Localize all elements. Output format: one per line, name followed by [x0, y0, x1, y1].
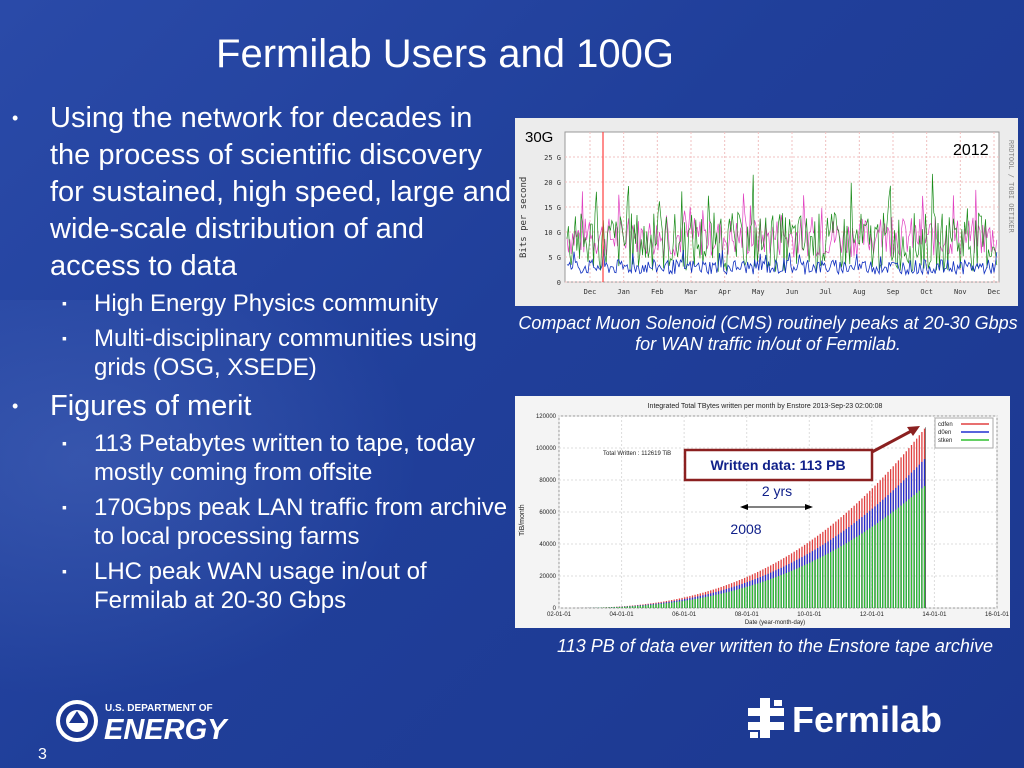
doe-line2: ENERGY — [104, 714, 229, 745]
y-tick-label: 80000 — [539, 478, 556, 484]
year-label: 2008 — [730, 521, 761, 537]
bullet-dot-icon: • — [12, 396, 19, 416]
cms-chart-caption: Compact Muon Solenoid (CMS) routinely pe… — [518, 313, 1018, 354]
arrow-right-icon — [805, 504, 813, 510]
y-tick-label: 60000 — [539, 510, 556, 516]
traffic-trace — [566, 249, 998, 276]
square-bullet-icon: ▪ — [62, 435, 67, 451]
sub-bullet-item: ▪ Multi-disciplinary communities using gr… — [12, 324, 512, 382]
bullet-item: • Figures of merit — [12, 388, 512, 425]
legend: cdfen d0en stken — [934, 417, 994, 449]
x-tick-label: Feb — [651, 288, 664, 296]
fermilab-wordmark: Fermilab — [792, 699, 942, 740]
x-tick-label: Jun — [786, 288, 799, 296]
bullet-dot-icon: • — [12, 108, 19, 128]
annotation-arrow — [871, 427, 916, 454]
y-tick-label: 40000 — [539, 542, 556, 548]
x-tick-label: Aug — [853, 288, 866, 296]
y-tick-label: 100000 — [536, 446, 557, 452]
sub-bullet-text: High Energy Physics community — [94, 290, 439, 317]
y-tick-label: 120000 — [536, 414, 557, 420]
bullet-text: Figures of merit — [50, 390, 252, 422]
side-label: RRDTOOL / TOBI OETIKER — [1007, 140, 1015, 234]
span-label: 2 yrs — [762, 483, 792, 499]
x-tick-label: Nov — [954, 288, 967, 296]
y-tick-label: 0 — [553, 606, 557, 612]
doe-line1: U.S. DEPARTMENT OF — [105, 703, 213, 714]
page-number: 3 — [38, 746, 47, 763]
fermilab-logo-svg: Fermilab — [748, 698, 942, 740]
sub-bullet-item: ▪ LHC peak WAN usage in/out of Fermilab a… — [12, 557, 512, 615]
square-bullet-icon: ▪ — [62, 499, 67, 515]
fermilab-mark-icon — [748, 698, 784, 738]
x-tick-label: 16-01-01 — [985, 612, 1010, 618]
y-tick-label: 20 G — [544, 179, 561, 187]
x-tick-label: Mar — [685, 288, 698, 296]
y-axis-label: TiB/month — [519, 504, 526, 536]
enstore-chart: Integrated Total TBytes written per mont… — [515, 396, 1010, 628]
legend-label: d0en — [938, 430, 951, 436]
x-tick-label: 14-01-01 — [922, 612, 947, 618]
total-note: Total Written : 112619 TiB — [603, 451, 671, 457]
cms-traffic-svg: 25 G 20 G 15 G 10 G 5 G 0 Dec Jan Feb Mar Apr May Ju… — [519, 129, 1015, 296]
x-tick-label: Jul — [819, 288, 832, 296]
annotation-box — [683, 448, 874, 482]
x-tick-label: Dec — [584, 288, 597, 296]
x-tick-label: 12-01-01 — [860, 612, 885, 618]
y-tick-label: 25 G — [544, 154, 561, 162]
traffic-trace — [566, 189, 998, 258]
y-tick-label: 15 G — [544, 204, 561, 212]
x-tick-label: May — [752, 288, 765, 296]
peak-label: 30G — [525, 129, 553, 146]
sub-bullet-item: ▪ 170Gbps peak LAN traffic from archive t… — [12, 493, 512, 551]
enstore-chart-caption: 113 PB of data ever written to the Ensto… — [557, 636, 993, 656]
arrow-head-icon — [907, 426, 920, 436]
square-bullet-icon: ▪ — [62, 295, 67, 311]
y-axis-label: Bits per second — [519, 177, 529, 258]
x-tick-label: 08-01-01 — [735, 612, 760, 618]
sub-bullet-text: 170Gbps peak LAN traffic from archive to… — [94, 494, 508, 550]
x-tick-label: 10-01-01 — [797, 612, 822, 618]
fermilab-logo: Fermilab — [748, 694, 988, 747]
doe-logo-svg: U.S. DEPARTMENT OF ENERGY — [56, 700, 229, 746]
sub-bullet-text: LHC peak WAN usage in/out of Fermilab at… — [94, 558, 427, 614]
y-tick-label: 10 G — [544, 229, 561, 237]
year-label: 2012 — [953, 142, 989, 159]
y-tick-label: 20000 — [539, 574, 556, 580]
x-tick-label: 06-01-01 — [672, 612, 697, 618]
x-tick-label: Dec — [988, 288, 1001, 296]
sub-bullet-item: ▪ High Energy Physics community — [12, 289, 512, 318]
x-axis-label: Date (year-month-day) — [745, 620, 805, 626]
sub-bullet-text: Multi-disciplinary communities using gri… — [94, 325, 477, 381]
legend-label: cdfen — [938, 422, 953, 428]
bullet-text: Using the network for decades in the pro… — [50, 102, 512, 282]
legend-label: stken — [938, 438, 952, 444]
x-tick-label: 04-01-01 — [610, 612, 635, 618]
bullet-list: • Using the network for decades in the pr… — [12, 100, 512, 621]
y-tick-label: 0 — [557, 279, 561, 287]
square-bullet-icon: ▪ — [62, 563, 67, 579]
background-decoration — [0, 300, 420, 700]
chart-title: Integrated Total TBytes written per mont… — [648, 403, 883, 410]
cms-traffic-chart: 25 G 20 G 15 G 10 G 5 G 0 Dec Jan Feb Mar Apr May Ju… — [515, 118, 1018, 306]
bullet-item: • Using the network for decades in the pr… — [12, 100, 512, 285]
sub-bullet-item: ▪ 113 Petabytes written to tape, today mo… — [12, 429, 512, 487]
x-tick-label: Oct — [920, 288, 933, 296]
slide-title: Fermilab Users and 100G — [216, 32, 674, 76]
square-bullet-icon: ▪ — [62, 330, 67, 346]
x-tick-label: Sep — [887, 288, 900, 296]
y-tick-label: 5 G — [548, 254, 561, 262]
x-tick-label: 02-01-01 — [547, 612, 572, 618]
arrow-left-icon — [740, 504, 748, 510]
x-tick-label: Apr — [718, 288, 731, 296]
enstore-svg: Integrated Total TBytes written per mont… — [519, 403, 1010, 626]
sub-bullet-text: 113 Petabytes written to tape, today mos… — [94, 430, 476, 486]
traffic-trace — [566, 173, 998, 273]
annotation-text: Written data: 113 PB — [710, 457, 845, 473]
x-tick-label: Jan — [617, 288, 630, 296]
doe-logo: U.S. DEPARTMENT OF ENERGY — [55, 697, 245, 750]
